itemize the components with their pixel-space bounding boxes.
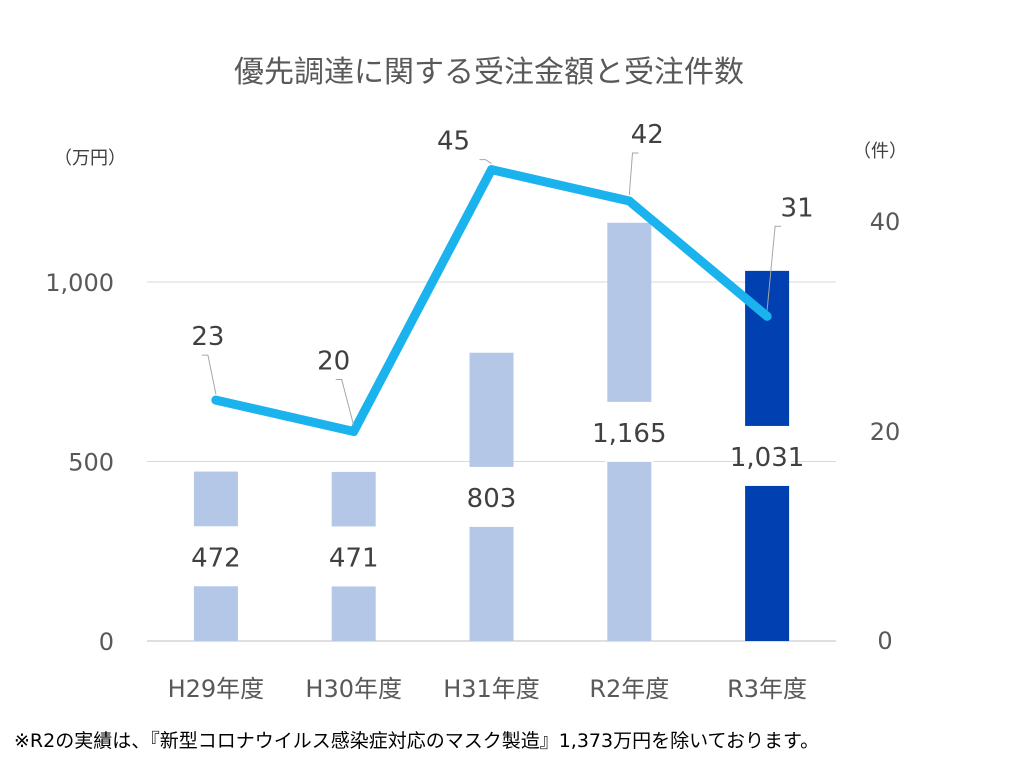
- data-labels: 472 471 803 1,165 1,031 23 20 45 42 31: [191, 120, 814, 573]
- y-right-tick-label: 20: [870, 418, 901, 446]
- y-left-tick-label: 0: [99, 628, 114, 656]
- x-tick-label: H30年度: [305, 675, 402, 703]
- line-series: [211, 165, 772, 436]
- x-tick-label: H29年度: [168, 675, 265, 703]
- bar-value-label: 1,031: [730, 443, 804, 473]
- bar-series: [191, 222, 792, 641]
- line-point: [211, 395, 221, 405]
- line-value-label: 23: [191, 322, 224, 352]
- line-value-label: 42: [631, 120, 664, 150]
- x-tick-label: R3年度: [727, 675, 807, 703]
- leader-line: [335, 379, 355, 426]
- line-point: [349, 427, 359, 436]
- footnote: ※R2の実績は、『新型コロナウイルス感染症対応のマスク製造』1,373万円を除い…: [14, 730, 820, 752]
- line-value-label: 20: [317, 347, 350, 377]
- left-axis-unit: （万円）: [54, 148, 126, 169]
- bar-label-background: [605, 401, 654, 462]
- bar-label-background: [329, 526, 378, 587]
- bar-label-background: [191, 526, 240, 587]
- line-point: [487, 165, 496, 175]
- right-axis-unit: （件）: [853, 141, 907, 162]
- leader-line: [628, 152, 639, 196]
- y-right-tick-label: 40: [870, 208, 901, 236]
- bar-value-label: 803: [467, 484, 517, 514]
- bar-value-label: 471: [329, 543, 379, 573]
- leader-line: [766, 225, 782, 311]
- leader-line: [201, 354, 217, 395]
- axes: 0 500 1,000 0 20 40 H29年度 H30年度 H31年度 R2年度 R3年度: [45, 208, 900, 703]
- bar-label-background: [467, 466, 516, 527]
- bar-value-label: 472: [191, 543, 241, 573]
- bar-label-background: [743, 425, 792, 486]
- x-tick-label: H31年度: [443, 675, 540, 703]
- y-left-tick-label: 1,000: [45, 269, 114, 297]
- line-point: [624, 196, 634, 206]
- y-right-tick-label: 0: [877, 627, 892, 655]
- line-value-label: 45: [437, 127, 470, 157]
- x-tick-label: R2年度: [589, 675, 669, 703]
- leader-line: [479, 159, 492, 165]
- y-left-tick-label: 500: [68, 449, 114, 477]
- line-value-label: 31: [781, 193, 814, 223]
- chart-title: 優先調達に関する受注金額と受注件数: [234, 55, 744, 90]
- bar-value-label: 1,165: [592, 419, 666, 449]
- line-point: [762, 311, 772, 321]
